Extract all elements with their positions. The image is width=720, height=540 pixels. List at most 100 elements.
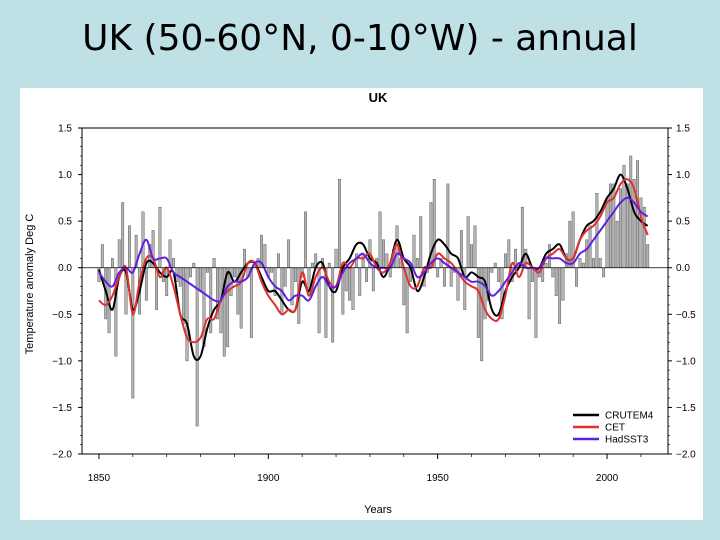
bar <box>480 267 484 362</box>
plot-frame <box>81 127 669 455</box>
bar <box>239 267 243 329</box>
bar <box>195 267 199 427</box>
chart-svg: UK Years Temperature anomaly Deg C −2.0−… <box>24 90 696 516</box>
bar <box>331 267 335 343</box>
bar <box>554 267 558 296</box>
legend-label-crutem4: CRUTEM4 <box>605 411 654 422</box>
bar <box>473 225 477 268</box>
bar <box>249 267 253 338</box>
bar <box>544 262 548 268</box>
x-tick-label: 2000 <box>596 473 619 484</box>
bar <box>365 267 368 282</box>
bar <box>534 267 538 338</box>
bar <box>551 267 555 278</box>
bar <box>443 267 446 287</box>
x-tick-label: 1850 <box>88 473 111 484</box>
bar <box>371 267 375 292</box>
bar <box>490 267 494 273</box>
bar <box>293 267 297 282</box>
bar <box>432 179 436 268</box>
bar <box>270 267 274 273</box>
bar <box>188 267 192 278</box>
legend-label-hadsst3: HadSST3 <box>605 435 649 446</box>
bar <box>419 216 423 268</box>
bar <box>111 258 114 268</box>
bar <box>629 155 633 268</box>
bar <box>317 267 321 334</box>
bar <box>192 262 196 268</box>
axes-group: −2.0 −2.0 −1.5 −1.5 −1.0 −1.0 −0.5 −0.5 0.0 0.0 0.… <box>52 124 696 485</box>
bars-group <box>97 155 650 427</box>
series-group <box>97 173 649 361</box>
y-axis-title: Temperature anomaly Deg C <box>24 214 36 355</box>
bar <box>344 267 348 292</box>
bar <box>412 234 416 268</box>
bar <box>117 239 121 268</box>
bar <box>615 220 619 268</box>
y-tick-label-right: 1.5 <box>676 124 690 135</box>
bar <box>182 267 186 324</box>
bar <box>199 267 202 292</box>
bar <box>466 216 470 268</box>
bar <box>605 197 609 268</box>
bar <box>415 258 419 268</box>
bar <box>592 258 595 268</box>
bar <box>449 267 453 287</box>
y-tick-label-left: −1.0 <box>52 356 72 367</box>
bar <box>263 244 267 268</box>
x-tick-label: 1950 <box>427 473 450 484</box>
bar <box>382 239 385 268</box>
x-axis-title: Years <box>364 504 392 516</box>
bar <box>646 244 650 268</box>
bar <box>144 267 148 301</box>
bar <box>503 253 507 268</box>
bar <box>131 267 135 399</box>
bar <box>581 262 585 268</box>
bar <box>575 267 578 287</box>
bar <box>527 267 531 320</box>
bar <box>609 183 612 268</box>
bar <box>277 253 280 268</box>
bar <box>636 160 639 268</box>
bar <box>100 244 104 268</box>
bar <box>310 262 314 268</box>
y-tick-label-right: −0.5 <box>676 310 696 321</box>
bar <box>639 197 643 268</box>
bar <box>283 267 287 287</box>
y-tick-label-right: −1.5 <box>676 403 696 414</box>
bar <box>558 267 562 324</box>
series-line-hadsst3 <box>98 196 649 303</box>
bar <box>233 267 236 278</box>
y-tick-label-right: 0.0 <box>676 263 690 274</box>
y-tick-label-right: 0.5 <box>676 217 690 228</box>
bar <box>172 258 175 268</box>
bar <box>212 258 216 268</box>
y-tick-label-left: 0.0 <box>58 263 72 274</box>
bar <box>141 211 145 268</box>
series-line-cet <box>98 178 649 344</box>
y-tick-label-right: 1.0 <box>676 170 690 181</box>
bar <box>226 267 230 348</box>
bar <box>585 239 589 268</box>
bar <box>446 183 450 268</box>
legend-label-cet: CET <box>605 423 625 434</box>
y-tick-label-left: 0.5 <box>58 217 72 228</box>
bar <box>205 267 209 273</box>
bar <box>304 211 307 268</box>
x-tick-label: 1900 <box>257 473 280 484</box>
bar <box>595 192 599 268</box>
y-tick-label-left: −2.0 <box>52 450 72 461</box>
y-tick-label-left: −0.5 <box>52 310 72 321</box>
bar <box>361 253 365 268</box>
bar <box>602 267 606 278</box>
y-tick-label-left: 1.5 <box>58 124 72 135</box>
bar <box>385 253 389 268</box>
y-tick-label-right: −1.0 <box>676 356 696 367</box>
bar <box>121 202 125 268</box>
y-tick-label-left: 1.0 <box>58 170 72 181</box>
bar <box>358 267 362 296</box>
bar <box>470 244 473 268</box>
y-tick-label-left: −1.5 <box>52 403 72 414</box>
bar <box>578 258 582 268</box>
